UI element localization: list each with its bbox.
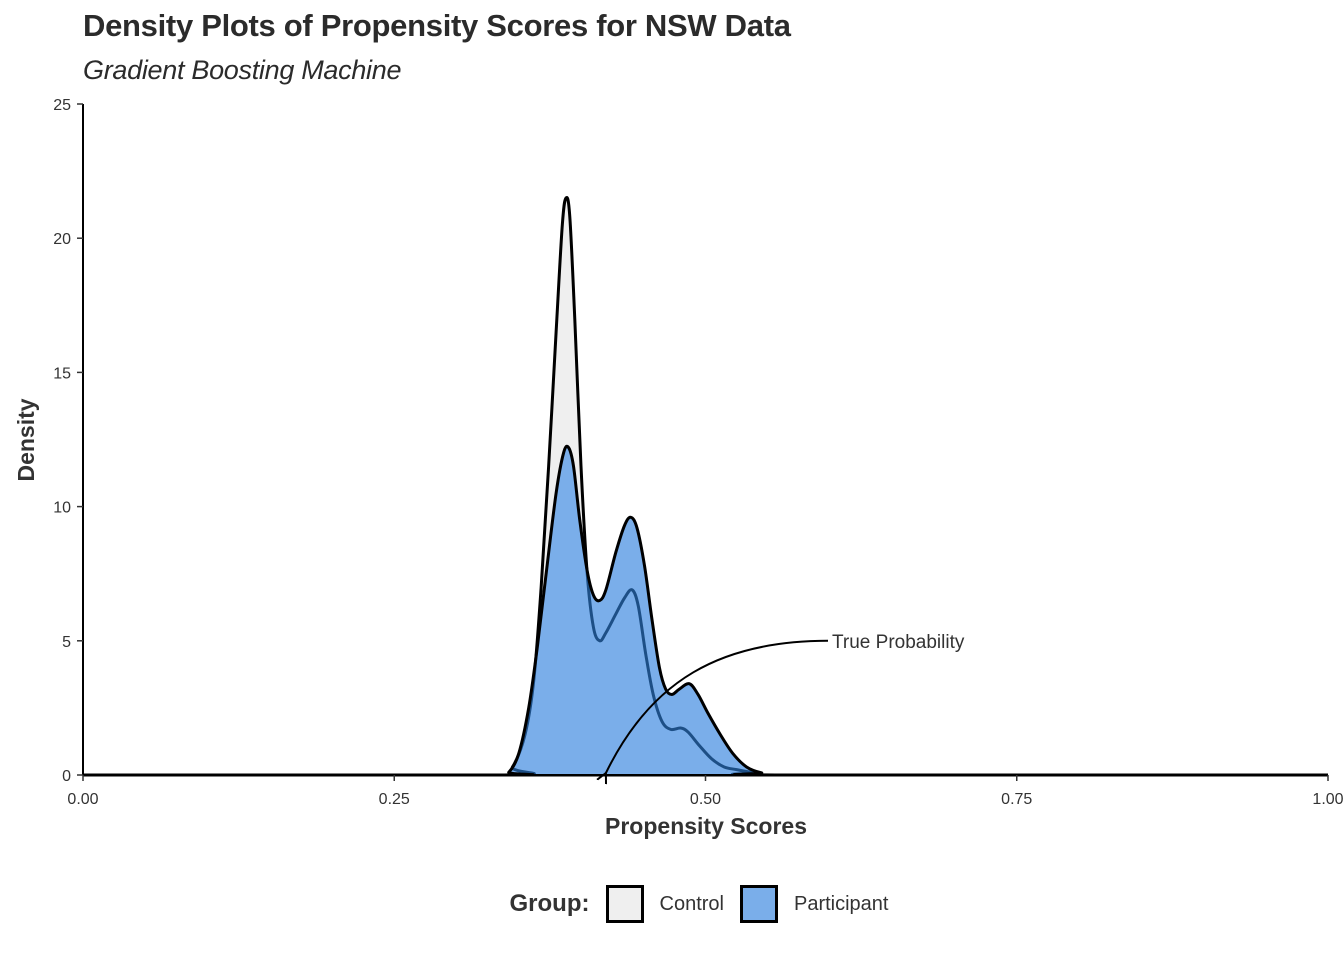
y-tick-label: 15 xyxy=(53,365,71,382)
x-tick-label: 1.00 xyxy=(1312,791,1343,808)
y-tick-label: 25 xyxy=(53,97,71,114)
density-line-control-overlap xyxy=(83,446,1328,775)
legend-title: Group: xyxy=(509,890,590,917)
chart-subtitle: Gradient Boosting Machine xyxy=(83,55,402,85)
density-line-participant xyxy=(83,444,1328,777)
x-tick-label: 0.50 xyxy=(690,791,721,808)
density-area-control xyxy=(83,195,1328,777)
legend-key-control xyxy=(605,885,644,923)
legend: Group: Control Participant xyxy=(0,885,1344,923)
x-tick-label: 0.00 xyxy=(67,791,98,808)
y-tick-label: 20 xyxy=(53,231,71,248)
legend-label-participant: Participant xyxy=(793,892,889,915)
y-axis-title: Density xyxy=(13,398,39,481)
density-area-participant xyxy=(83,446,1328,775)
x-tick-label: 0.25 xyxy=(379,791,410,808)
chart-title: Density Plots of Propensity Scores for N… xyxy=(83,8,791,43)
legend-key-participant xyxy=(739,885,778,923)
x-tick-label: 0.75 xyxy=(1001,791,1032,808)
annotation-label: True Probability xyxy=(832,632,965,653)
y-tick-label: 0 xyxy=(62,768,71,785)
legend-label-control: Control xyxy=(659,892,724,915)
y-tick-label: 10 xyxy=(53,500,71,517)
x-axis-title: Propensity Scores xyxy=(605,813,807,839)
y-tick-label: 5 xyxy=(62,634,71,651)
annotation-arrow xyxy=(606,639,829,773)
